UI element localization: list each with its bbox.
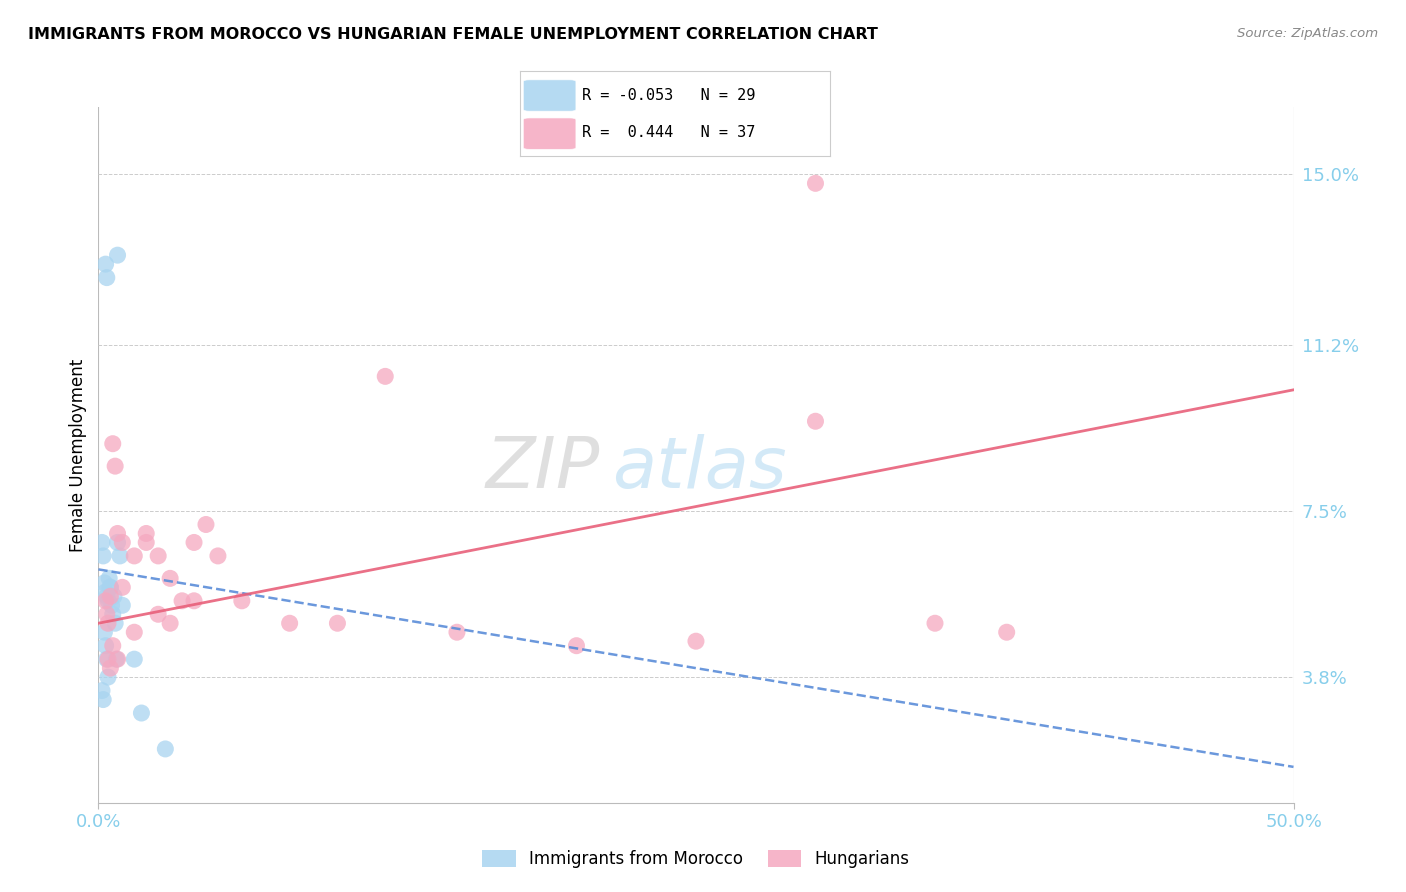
- Point: [98, 580, 122, 594]
- Point: [94, 257, 117, 271]
- Text: R = -0.053   N = 29: R = -0.053 N = 29: [582, 88, 755, 103]
- Point: [91, 535, 114, 549]
- Point: [94, 639, 117, 653]
- Point: [131, 706, 153, 720]
- Point: [183, 535, 205, 549]
- FancyBboxPatch shape: [523, 118, 576, 149]
- Point: [159, 616, 181, 631]
- Text: IMMIGRANTS FROM MOROCCO VS HUNGARIAN FEMALE UNEMPLOYMENT CORRELATION CHART: IMMIGRANTS FROM MOROCCO VS HUNGARIAN FEM…: [28, 27, 877, 42]
- Point: [98, 571, 121, 585]
- Point: [194, 517, 218, 532]
- Point: [107, 652, 129, 666]
- Point: [107, 248, 129, 262]
- Point: [148, 549, 170, 563]
- Point: [111, 535, 134, 549]
- Point: [231, 594, 253, 608]
- Point: [685, 634, 707, 648]
- Point: [107, 535, 129, 549]
- Text: atlas: atlas: [613, 434, 787, 503]
- Point: [374, 369, 396, 384]
- Point: [98, 580, 122, 594]
- Point: [111, 599, 134, 613]
- Point: [804, 177, 827, 191]
- Point: [446, 625, 468, 640]
- FancyBboxPatch shape: [523, 80, 576, 112]
- Point: [100, 599, 122, 613]
- Point: [97, 652, 120, 666]
- Point: [124, 549, 146, 563]
- Point: [98, 661, 122, 675]
- Point: [565, 639, 588, 653]
- Text: R =  0.444   N = 37: R = 0.444 N = 37: [582, 125, 755, 140]
- Point: [155, 742, 177, 756]
- Point: [124, 625, 146, 640]
- Point: [91, 549, 114, 563]
- Point: [183, 594, 205, 608]
- Point: [124, 652, 146, 666]
- Point: [995, 625, 1018, 640]
- Point: [135, 526, 157, 541]
- Point: [326, 616, 349, 631]
- Text: Source: ZipAtlas.com: Source: ZipAtlas.com: [1237, 27, 1378, 40]
- Point: [98, 590, 122, 604]
- Point: [101, 639, 124, 653]
- Point: [96, 590, 118, 604]
- Point: [93, 625, 115, 640]
- Point: [101, 607, 124, 622]
- Point: [97, 616, 120, 631]
- Point: [94, 584, 117, 599]
- Point: [93, 575, 115, 590]
- Point: [159, 571, 181, 585]
- Point: [135, 535, 157, 549]
- Point: [96, 652, 118, 666]
- Point: [94, 594, 117, 608]
- Point: [97, 670, 120, 684]
- Point: [804, 414, 827, 428]
- Point: [96, 607, 118, 622]
- Point: [96, 270, 118, 285]
- Point: [97, 594, 120, 608]
- Text: ZIP: ZIP: [486, 434, 600, 503]
- Point: [91, 692, 114, 706]
- Point: [111, 580, 134, 594]
- Point: [91, 683, 114, 698]
- Legend: Immigrants from Morocco, Hungarians: Immigrants from Morocco, Hungarians: [475, 843, 917, 874]
- Point: [107, 526, 129, 541]
- Point: [105, 652, 128, 666]
- Point: [101, 436, 124, 450]
- Point: [103, 590, 125, 604]
- Y-axis label: Female Unemployment: Female Unemployment: [69, 359, 87, 551]
- Point: [172, 594, 194, 608]
- Point: [278, 616, 301, 631]
- Point: [924, 616, 946, 631]
- Point: [104, 459, 127, 474]
- Point: [108, 549, 131, 563]
- Point: [207, 549, 229, 563]
- Point: [104, 616, 127, 631]
- Point: [148, 607, 170, 622]
